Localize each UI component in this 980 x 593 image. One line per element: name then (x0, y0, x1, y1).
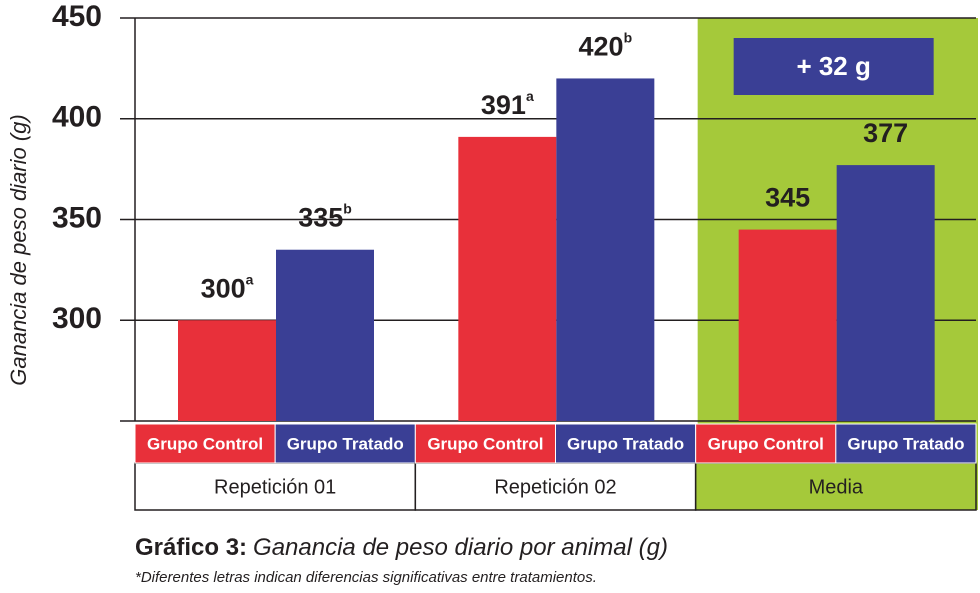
significance-letter: b (343, 200, 352, 216)
series-cell (835, 423, 977, 464)
annotation-box (733, 38, 934, 95)
bar (836, 165, 935, 421)
value-label: 335b (298, 200, 352, 232)
bar (738, 229, 837, 421)
caption: Gráfico 3: Ganancia de peso diario por an… (135, 534, 668, 561)
caption-label: Gráfico 3: (135, 534, 247, 561)
x-tick-label: Media (809, 476, 864, 498)
x-tick-label: Repetición 01 (214, 476, 336, 498)
caption-text: Ganancia de peso diario por animal (g) (253, 534, 668, 561)
series-cell (555, 423, 697, 464)
value-number: 391 (481, 90, 526, 120)
value-label: 300a (201, 271, 254, 303)
value-number: 420 (579, 32, 624, 62)
legend-label: Grupo Control (147, 434, 263, 453)
y-tick-label: 400 (52, 101, 102, 134)
value-number: 335 (298, 203, 343, 233)
value-number: 345 (765, 183, 810, 213)
value-number: 300 (201, 273, 246, 303)
legend-label: Grupo Tratado (847, 434, 964, 453)
footnote: *Diferentes letras indican diferencias s… (135, 569, 597, 586)
bar (178, 320, 276, 421)
value-label: 377 (863, 118, 908, 148)
bar (556, 78, 655, 421)
y-tick-label: 450 (52, 0, 102, 33)
series-cell (274, 423, 416, 464)
value-label: 420b (579, 29, 633, 61)
bar (276, 249, 374, 421)
series-cell (134, 423, 276, 464)
legend-label: Grupo Tratado (567, 434, 684, 453)
significance-letter: a (526, 88, 534, 104)
significance-letter: b (624, 29, 633, 45)
legend-label: Grupo Tratado (287, 434, 404, 453)
y-axis-label: Ganancia de peso diario (g) (6, 114, 31, 386)
value-number: 377 (863, 118, 908, 148)
annotation: + 32 g (796, 51, 870, 81)
x-tick-label: Repetición 02 (494, 476, 616, 498)
y-tick-label: 300 (52, 302, 102, 335)
bar (458, 136, 557, 421)
legend-label: Grupo Control (708, 434, 824, 453)
value-label: 345 (765, 183, 810, 213)
series-cell (695, 423, 837, 464)
category-cell (414, 462, 697, 511)
series-cell (414, 423, 557, 464)
value-label: 391a (481, 88, 534, 120)
y-tick-label: 350 (52, 201, 102, 234)
legend-label: Grupo Control (427, 434, 543, 453)
significance-letter: a (246, 271, 254, 287)
